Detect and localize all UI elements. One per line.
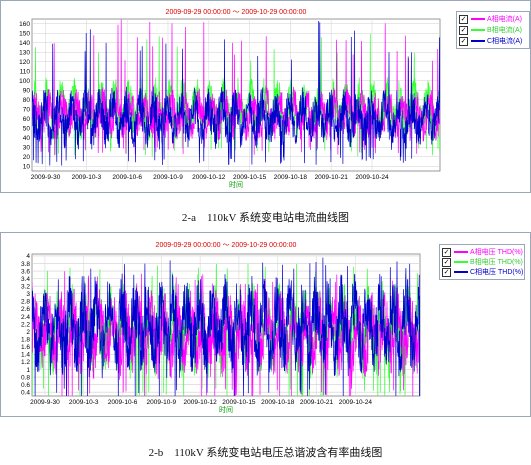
x-axis-label: 时间 — [219, 405, 233, 414]
legend-label: B相电流(A) — [487, 27, 522, 34]
figure-caption-thd: 2-b 110kV 系统变电站电压总谐波含有率曲线图 — [148, 447, 383, 459]
x-tick-label: 2009-10-6 — [112, 174, 142, 181]
x-tick-label: 2009-10-24 — [339, 399, 373, 406]
series-line — [32, 271, 420, 396]
x-tick-label: 2009-10-9 — [153, 174, 183, 181]
legend-swatch — [471, 18, 485, 20]
legend-checkbox[interactable]: ✓ — [442, 267, 451, 277]
legend-item-c-phase[interactable]: ✓ C相电压 THD(%) — [442, 267, 523, 277]
y-tick-label: 130 — [19, 50, 30, 57]
y-tick-label: 90 — [23, 88, 31, 95]
chart-title: 2009-09-29 00:00:00 ～ 2009-10-29 00:00:0… — [156, 242, 297, 249]
chart-legend: ✓ A相电流(A) ✓ B相电流(A) ✓ C相电流(A) — [456, 11, 530, 49]
series-group — [32, 257, 420, 396]
y-tick-label: 120 — [19, 59, 30, 66]
y-tick-label: 0.6 — [21, 382, 30, 389]
y-tick-label: 3.6 — [21, 268, 30, 275]
y-tick-label: 150 — [19, 31, 30, 38]
y-tick-label: 1.8 — [21, 337, 30, 344]
legend-swatch — [454, 251, 468, 253]
x-tick-label: 2009-10-3 — [72, 174, 102, 181]
y-tick-label: 40 — [23, 135, 31, 142]
legend-label: A相电流(A) — [487, 16, 522, 23]
y-tick-label: 2.4 — [21, 314, 30, 321]
y-tick-label: 160 — [19, 21, 30, 28]
legend-item-b-phase[interactable]: ✓ B相电流(A) — [459, 25, 522, 35]
legend-item-c-phase[interactable]: ✓ C相电流(A) — [459, 36, 522, 46]
x-tick-label: 2009-10-18 — [274, 174, 308, 181]
x-tick-label: 2009-10-3 — [69, 399, 99, 406]
legend-label: A相电压 THD(%) — [470, 249, 523, 256]
legend-checkbox[interactable]: ✓ — [459, 36, 468, 46]
y-tick-label: 110 — [20, 69, 31, 76]
y-tick-label: 3.2 — [21, 283, 30, 290]
legend-checkbox[interactable]: ✓ — [442, 247, 451, 257]
legend-checkbox[interactable]: ✓ — [442, 257, 451, 267]
legend-swatch — [454, 271, 468, 273]
y-tick-label: 80 — [23, 97, 31, 104]
legend-label: C相电流(A) — [487, 38, 523, 45]
x-tick-label: 2009-10-15 — [222, 399, 256, 406]
y-tick-label: 140 — [19, 40, 30, 47]
series-line — [32, 20, 440, 166]
y-tick-label: 3 — [26, 291, 30, 298]
x-tick-label: 2009-10-15 — [233, 174, 267, 181]
y-tick-label: 1.6 — [21, 344, 30, 351]
y-tick-label: 1 — [26, 367, 30, 374]
y-tick-label: 50 — [23, 126, 31, 133]
chart-legend: ✓ A相电压 THD(%) ✓ B相电压 THD(%) ✓ C相电压 THD(%… — [439, 244, 525, 280]
x-tick-label: 2009-10-24 — [355, 174, 389, 181]
y-tick-label: 2.2 — [21, 321, 30, 328]
y-tick-label: 10 — [23, 164, 31, 171]
y-tick-label: 20 — [23, 154, 31, 161]
x-tick-label: 2009-10-12 — [184, 399, 218, 406]
x-tick-label: 2009-10-18 — [261, 399, 295, 406]
y-tick-label: 3.8 — [21, 261, 30, 268]
y-tick-label: 3.4 — [21, 276, 30, 283]
legend-label: B相电压 THD(%) — [470, 259, 523, 266]
chart-panel-current: 2009-09-29 00:00:00 ～ 2009-10-29 00:00:0… — [0, 0, 531, 200]
y-tick-label: 60 — [23, 116, 31, 123]
y-tick-label: 2 — [26, 329, 30, 336]
x-tick-label: 2009-10-21 — [315, 174, 349, 181]
figure-caption-current: 2-a 110kV 系统变电站电流曲线图 — [181, 212, 350, 224]
y-tick-label: 100 — [19, 78, 30, 85]
y-tick-label: 2.6 — [21, 306, 30, 313]
legend-label: C相电压 THD(%) — [470, 269, 524, 276]
legend-swatch — [454, 261, 468, 263]
y-tick-label: 4 — [26, 253, 30, 260]
series-line — [32, 257, 420, 396]
legend-swatch — [471, 29, 485, 31]
chart-title: 2009-09-29 00:00:00 ～ 2009-10-29 00:00:0… — [166, 9, 307, 16]
legend-item-b-phase[interactable]: ✓ B相电压 THD(%) — [442, 257, 523, 267]
y-tick-label: 1.2 — [21, 359, 30, 366]
x-tick-label: 2009-9-30 — [30, 399, 60, 406]
x-tick-label: 2009-9-30 — [31, 174, 61, 181]
legend-swatch — [471, 40, 485, 42]
y-tick-label: 0.8 — [21, 374, 30, 381]
current-chart-svg: 2009-09-29 00:00:00 ～ 2009-10-29 00:00:0… — [19, 9, 441, 189]
x-tick-label: 2009-10-6 — [108, 399, 138, 406]
y-tick-label: 1.4 — [21, 352, 30, 359]
chart-panel-thd: 2009-09-29 00:00:00 ～ 2009-10-29 00:00:0… — [0, 232, 531, 442]
x-tick-label: 2009-10-21 — [300, 399, 334, 406]
x-tick-label: 2009-10-9 — [147, 399, 177, 406]
legend-item-a-phase[interactable]: ✓ A相电流(A) — [459, 14, 522, 24]
legend-item-a-phase[interactable]: ✓ A相电压 THD(%) — [442, 247, 523, 257]
legend-checkbox[interactable]: ✓ — [459, 25, 468, 35]
y-tick-label: 70 — [23, 107, 31, 114]
x-tick-label: 2009-10-12 — [192, 174, 226, 181]
legend-checkbox[interactable]: ✓ — [459, 14, 468, 24]
series-group — [32, 19, 440, 166]
y-tick-label: 0.4 — [21, 390, 30, 397]
y-tick-label: 2.8 — [21, 299, 30, 306]
y-tick-label: 30 — [23, 145, 31, 152]
x-axis-label: 时间 — [229, 180, 243, 189]
thd-chart-svg: 2009-09-29 00:00:00 ～ 2009-10-29 00:00:0… — [21, 242, 421, 414]
